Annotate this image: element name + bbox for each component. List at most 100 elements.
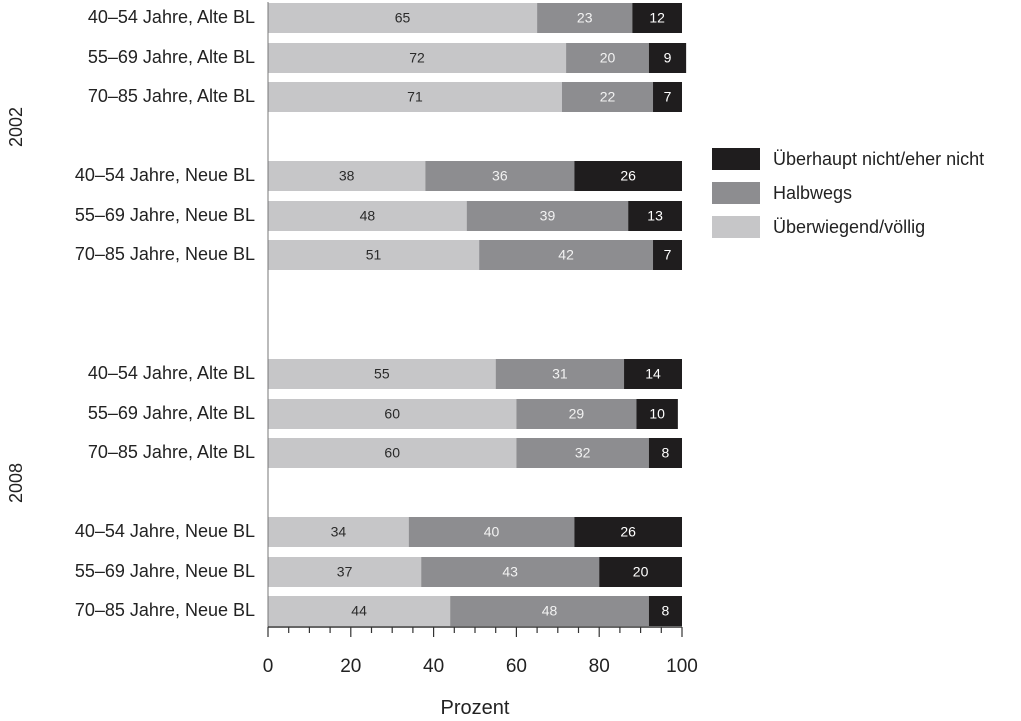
data-label: 40 xyxy=(484,524,500,540)
bar-segment-2 xyxy=(466,201,629,231)
bar-segment-1 xyxy=(268,596,451,626)
data-label: 26 xyxy=(620,524,636,540)
x-tick-label: 0 xyxy=(263,656,274,677)
data-label: 23 xyxy=(577,10,593,26)
legend-swatch xyxy=(712,182,760,204)
x-tick-label: 80 xyxy=(589,656,610,677)
category-label: 40–54 Jahre, Alte BL xyxy=(88,363,255,383)
bar-segment-2 xyxy=(479,240,654,270)
bar-segment-1 xyxy=(268,517,409,547)
data-label: 48 xyxy=(360,208,376,224)
bar-segment-1 xyxy=(268,557,422,587)
bar-segment-3 xyxy=(632,3,682,33)
bar-segment-1 xyxy=(268,82,562,112)
group-labels-layer: 2002 2008 xyxy=(6,107,26,503)
legend-label: Überwiegend/völlig xyxy=(773,217,925,237)
category-label: 40–54 Jahre, Alte BL xyxy=(88,7,255,27)
category-label: 70–85 Jahre, Alte BL xyxy=(88,86,255,106)
bar-segment-1 xyxy=(268,438,517,468)
data-label: 7 xyxy=(664,247,672,263)
bar-segment-2 xyxy=(421,557,600,587)
bar-segment-1 xyxy=(268,240,480,270)
bar-segment-3 xyxy=(628,201,682,231)
data-label: 26 xyxy=(620,168,636,184)
bar-segment-3 xyxy=(624,359,682,389)
category-label: 70–85 Jahre, Neue BL xyxy=(75,600,255,620)
data-label: 71 xyxy=(407,89,423,105)
bar-segment-3 xyxy=(648,43,687,73)
data-label: 10 xyxy=(649,406,665,422)
bar-segment-2 xyxy=(566,43,649,73)
category-labels-layer: 40–54 Jahre, Alte BL 55–69 Jahre, Alte BL… xyxy=(75,7,255,620)
category-label: 55–69 Jahre, Neue BL xyxy=(75,561,255,581)
x-tick-label: 20 xyxy=(340,656,361,677)
data-label: 60 xyxy=(384,406,400,422)
legend: Überhaupt nicht/eher nicht Halbwegs Überwi… xyxy=(712,148,984,238)
category-label: 40–54 Jahre, Neue BL xyxy=(75,165,255,185)
data-label: 43 xyxy=(502,564,518,580)
data-label: 72 xyxy=(409,50,425,66)
bar-segment-2 xyxy=(495,359,625,389)
bar-segment-2 xyxy=(516,438,649,468)
bar-segment-1 xyxy=(268,161,426,191)
bar-segment-2 xyxy=(425,161,575,191)
category-label: 55–69 Jahre, Neue BL xyxy=(75,205,255,225)
data-label: 55 xyxy=(374,366,390,382)
bar-segment-3 xyxy=(636,399,678,429)
bar-segment-2 xyxy=(537,3,633,33)
data-label: 8 xyxy=(662,603,670,619)
group-label-2002: 2002 xyxy=(6,107,26,147)
bar-segment-1 xyxy=(268,3,538,33)
legend-swatch xyxy=(712,216,760,238)
data-label: 31 xyxy=(552,366,568,382)
bar-segment-3 xyxy=(574,161,682,191)
bar-segment-1 xyxy=(268,201,467,231)
data-label: 14 xyxy=(645,366,661,382)
bar-segment-3 xyxy=(574,517,682,547)
data-label: 48 xyxy=(542,603,558,619)
category-label: 70–85 Jahre, Alte BL xyxy=(88,442,255,462)
category-label: 55–69 Jahre, Alte BL xyxy=(88,403,255,423)
data-label: 34 xyxy=(331,524,347,540)
bar-segment-3 xyxy=(653,82,682,112)
data-label: 22 xyxy=(600,89,616,105)
legend-swatch xyxy=(712,148,760,170)
data-label: 39 xyxy=(540,208,556,224)
data-label: 51 xyxy=(366,247,382,263)
data-label: 20 xyxy=(600,50,616,66)
x-tick-label: 60 xyxy=(506,656,527,677)
bar-segment-1 xyxy=(268,399,517,429)
data-label: 44 xyxy=(351,603,367,619)
legend-label: Halbwegs xyxy=(773,183,852,203)
bar-segment-2 xyxy=(516,399,637,429)
data-label: 9 xyxy=(664,50,672,66)
group-label-2008: 2008 xyxy=(6,463,26,503)
data-label: 36 xyxy=(492,168,508,184)
data-label: 8 xyxy=(662,445,670,461)
legend-label: Überhaupt nicht/eher nicht xyxy=(773,149,984,169)
data-label: 60 xyxy=(384,445,400,461)
bar-segment-3 xyxy=(648,596,682,626)
bar-segment-3 xyxy=(648,438,682,468)
data-label: 20 xyxy=(633,564,649,580)
category-label: 55–69 Jahre, Alte BL xyxy=(88,47,255,67)
data-label: 37 xyxy=(337,564,353,580)
data-label: 65 xyxy=(395,10,411,26)
data-label: 12 xyxy=(649,10,665,26)
bar-segment-1 xyxy=(268,359,496,389)
x-tick-label: 40 xyxy=(423,656,444,677)
bar-segment-3 xyxy=(653,240,682,270)
data-label: 29 xyxy=(569,406,585,422)
bar-segment-1 xyxy=(268,43,567,73)
category-label: 70–85 Jahre, Neue BL xyxy=(75,244,255,264)
data-label: 13 xyxy=(647,208,663,224)
bar-segment-2 xyxy=(561,82,654,112)
x-tick-label: 100 xyxy=(666,656,698,677)
bar-segment-2 xyxy=(408,517,575,547)
data-label: 38 xyxy=(339,168,355,184)
x-axis: 0 20 40 60 80 100 Prozent xyxy=(263,2,698,719)
data-label: 42 xyxy=(558,247,574,263)
data-label: 7 xyxy=(664,89,672,105)
category-label: 40–54 Jahre, Neue BL xyxy=(75,521,255,541)
